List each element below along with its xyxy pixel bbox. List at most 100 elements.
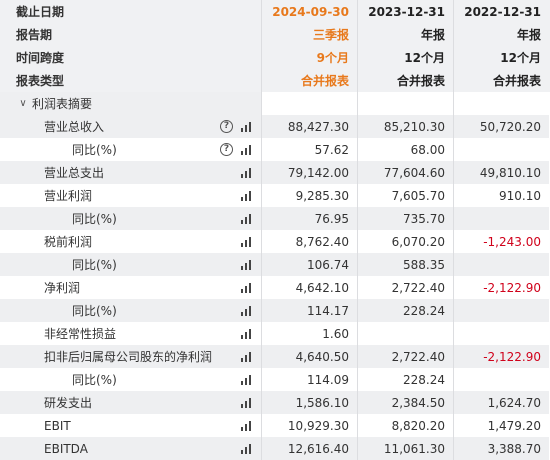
table-cell	[453, 322, 549, 345]
header-cell: 年报	[357, 23, 453, 46]
table-cell: 50,720.20	[453, 115, 549, 138]
bar-chart-icon[interactable]	[241, 351, 251, 362]
table-cell	[453, 368, 549, 391]
table-row: 营业总支出 79,142.00 77,604.60 49,810.10	[0, 161, 550, 184]
bar-chart-icon[interactable]	[241, 190, 251, 201]
header-cell: 合并报表	[453, 69, 549, 92]
row-label: 同比(%)	[72, 212, 117, 226]
table-row: 非经常性损益 1.60	[0, 322, 550, 345]
table-row: 同比(%) 106.74 588.35	[0, 253, 550, 276]
table-row: 扣非后归属母公司股东的净利润 4,640.50 2,722.40 -2,122.…	[0, 345, 550, 368]
table-cell: 735.70	[357, 207, 453, 230]
table-row: 营业利润 9,285.30 7,605.70 910.10	[0, 184, 550, 207]
header-cell: 2022-12-31	[453, 0, 549, 23]
row-label: 非经常性损益	[44, 327, 117, 341]
header-row-span: 时间跨度 9个月 12个月 12个月	[0, 46, 550, 69]
header-row-period: 报告期 三季报 年报 年报	[0, 23, 550, 46]
bar-chart-icon[interactable]	[241, 443, 251, 454]
bar-chart-icon[interactable]	[241, 121, 251, 132]
table-cell: 8,762.40	[261, 230, 357, 253]
row-label: 同比(%)	[72, 304, 117, 318]
header-cell: 合并报表	[357, 69, 453, 92]
row-label: EBIT	[44, 418, 71, 433]
header-cell: 9个月	[261, 46, 357, 69]
bar-chart-icon[interactable]	[241, 397, 251, 408]
table-cell	[453, 299, 549, 322]
table-cell: 9,285.30	[261, 184, 357, 207]
table-cell: 85,210.30	[357, 115, 453, 138]
table-cell: 4,640.50	[261, 345, 357, 368]
row-label: 营业总支出	[44, 166, 105, 180]
table-cell: 12,616.40	[261, 437, 357, 460]
bar-chart-icon[interactable]	[241, 374, 251, 385]
table-row: 净利润 4,642.10 2,722.40 -2,122.90	[0, 276, 550, 299]
row-label: 同比(%)	[72, 258, 117, 272]
table-cell: 49,810.10	[453, 161, 549, 184]
table-cell: 8,820.20	[357, 414, 453, 437]
table-cell: 7,605.70	[357, 184, 453, 207]
bar-chart-icon[interactable]	[241, 259, 251, 270]
bar-chart-icon[interactable]	[241, 305, 251, 316]
table-row: 同比(%) 114.09 228.24	[0, 368, 550, 391]
bar-chart-icon[interactable]	[241, 213, 251, 224]
header-cell: 12个月	[357, 46, 453, 69]
table-cell	[453, 253, 549, 276]
bar-chart-icon[interactable]	[241, 144, 251, 155]
table-cell: 88,427.30	[261, 115, 357, 138]
header-label: 报表类型	[16, 74, 65, 88]
table-cell: 2,384.50	[357, 391, 453, 414]
header-cell: 合并报表	[261, 69, 357, 92]
bar-chart-icon[interactable]	[241, 282, 251, 293]
table-cell: 77,604.60	[357, 161, 453, 184]
section-title: 利润表摘要	[32, 97, 93, 111]
header-label: 报告期	[16, 28, 53, 42]
bar-chart-icon[interactable]	[241, 236, 251, 247]
table-cell: 1,586.10	[261, 391, 357, 414]
table-cell: -2,122.90	[453, 276, 549, 299]
table-cell: 2,722.40	[357, 276, 453, 299]
table-cell: 106.74	[261, 253, 357, 276]
table-cell: 57.62	[261, 138, 357, 161]
table-cell: 1,624.70	[453, 391, 549, 414]
row-label: 扣非后归属母公司股东的净利润	[44, 350, 213, 364]
header-cell: 2024-09-30	[261, 0, 357, 23]
table-cell: 910.10	[453, 184, 549, 207]
help-icon[interactable]: ?	[220, 143, 233, 156]
table-cell	[453, 138, 549, 161]
table-row: 同比(%) 114.17 228.24	[0, 299, 550, 322]
table-cell: 10,929.30	[261, 414, 357, 437]
help-icon[interactable]: ?	[220, 120, 233, 133]
chevron-down-icon[interactable]: ∨	[19, 98, 27, 109]
table-row: EBIT 10,929.30 8,820.20 1,479.20	[0, 414, 550, 437]
header-label: 时间跨度	[16, 51, 65, 65]
row-label: 同比(%)	[72, 143, 117, 157]
row-label: 研发支出	[44, 396, 93, 410]
row-label: 同比(%)	[72, 373, 117, 387]
table-cell: 76.95	[261, 207, 357, 230]
table-row: 同比(%) 76.95 735.70	[0, 207, 550, 230]
row-label: 营业利润	[44, 189, 93, 203]
table-cell: 11,061.30	[357, 437, 453, 460]
table-cell: 114.17	[261, 299, 357, 322]
row-label: EBITDA	[44, 441, 88, 456]
table-cell: 228.24	[357, 368, 453, 391]
table-cell	[453, 207, 549, 230]
row-label: 营业总收入	[44, 120, 105, 134]
table-cell: 114.09	[261, 368, 357, 391]
table-cell: 6,070.20	[357, 230, 453, 253]
bar-chart-icon[interactable]	[241, 420, 251, 431]
table-cell: -2,122.90	[453, 345, 549, 368]
bar-chart-icon[interactable]	[241, 167, 251, 178]
header-cell: 年报	[453, 23, 549, 46]
bar-chart-icon[interactable]	[241, 328, 251, 339]
table-row: 研发支出 1,586.10 2,384.50 1,624.70	[0, 391, 550, 414]
table-cell	[357, 322, 453, 345]
table-cell: 4,642.10	[261, 276, 357, 299]
table-cell: 588.35	[357, 253, 453, 276]
section-toggle[interactable]: ∨ 利润表摘要	[0, 92, 550, 115]
table-row: EBITDA 12,616.40 11,061.30 3,388.70	[0, 437, 550, 460]
header-row-date: 截止日期 2024-09-30 2023-12-31 2022-12-31	[0, 0, 550, 23]
table-row: 税前利润 8,762.40 6,070.20 -1,243.00	[0, 230, 550, 253]
table-cell: 228.24	[357, 299, 453, 322]
